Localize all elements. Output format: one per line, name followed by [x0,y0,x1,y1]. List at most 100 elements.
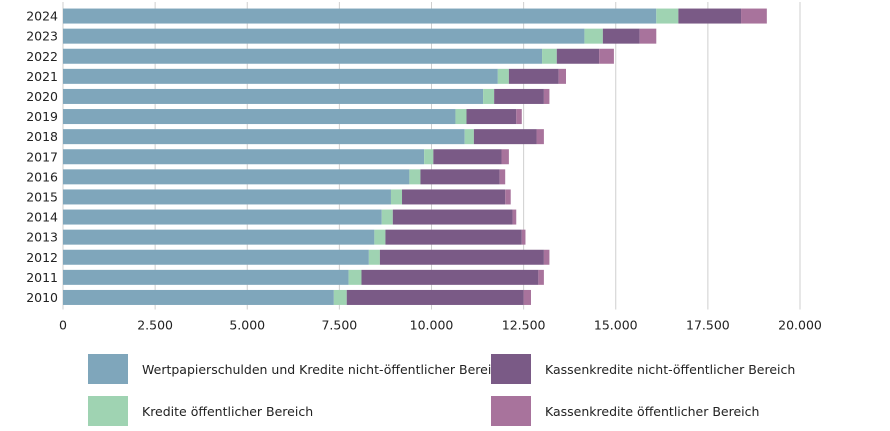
bar-segment-2010-s1 [333,289,347,305]
bar-segment-2016-s3 [499,169,506,185]
bar-segment-2011-s1 [348,269,362,285]
legend-swatch [491,396,531,426]
stacked-bar-chart: 2024 2023 2022 2021 2020 2019 2018 2017 2016 2015… [26,2,822,333]
bar-segment-2011-s0 [63,269,349,285]
y-tick-label: 2015 [26,189,58,204]
legend-item-kassenkredite-oeffentlich: Kassenkredite öffentlicher Bereich [491,396,759,426]
bar-segment-2014-s0 [63,209,382,225]
x-tick-label: 5.000 [229,318,265,333]
bar-segment-2011-s2 [361,269,539,285]
x-tick-label: 15.000 [594,318,638,333]
bar-segment-2017-s1 [424,149,434,165]
bar-segment-2012-s0 [63,249,369,265]
bar-segment-2012-s3 [543,249,550,265]
x-axis-labels: 0 2.500 5.000 7.500 10.000 12.500 15.000 17.500… [59,318,822,333]
bar-segment-2022-s1 [542,48,557,64]
bar-segment-2024-s3 [741,8,767,24]
y-tick-label: 2018 [26,129,58,144]
bar-segment-2016-s0 [63,169,410,185]
legend-label: Kassenkredite öffentlicher Bereich [545,403,760,419]
y-axis-labels: 2024 2023 2022 2021 2020 2019 2018 2017 2016 2015… [26,9,58,305]
bar-segment-2015-s0 [63,189,391,205]
bar-segment-2022-s0 [63,48,543,64]
bar-segment-2021-s1 [497,68,509,84]
legend-item-wertpapierschulden: Wertpapierschulden und Kredite nicht-öff… [88,354,506,384]
y-tick-label: 2012 [26,250,58,265]
x-tick-label: 12.500 [502,318,546,333]
x-tick-label: 20.000 [778,318,822,333]
legend-swatch [88,354,128,384]
bar-segment-2023-s1 [584,28,603,44]
bar-segment-2021-s0 [63,68,498,84]
bar-segment-2020-s2 [494,88,544,104]
y-tick-label: 2010 [26,290,58,305]
y-tick-label: 2016 [26,169,58,184]
y-tick-label: 2022 [26,49,58,64]
bar-segment-2013-s2 [385,229,522,245]
bar-segment-2023-s2 [602,28,640,44]
bar-segment-2019-s2 [466,109,517,125]
bar-segment-2018-s2 [473,129,537,145]
x-tick-label: 7.500 [321,318,357,333]
legend-item-kredite-oeffentlich: Kredite öffentlicher Bereich [88,396,313,426]
bar-segment-2019-s0 [63,109,456,125]
bar-segment-2013-s1 [374,229,386,245]
bars-group [63,8,767,305]
y-tick-label: 2019 [26,109,58,124]
y-tick-label: 2021 [26,69,58,84]
bar-segment-2017-s0 [63,149,425,165]
bar-segment-2022-s3 [599,48,614,64]
bar-segment-2024-s2 [678,8,742,24]
bar-segment-2013-s0 [63,229,375,245]
bar-segment-2014-s3 [512,209,517,225]
legend-swatch [491,354,531,384]
bar-segment-2017-s2 [433,149,502,165]
y-tick-label: 2014 [26,210,58,225]
bar-segment-2010-s0 [63,289,334,305]
bar-segment-2018-s3 [536,129,544,145]
legend-label: Kassenkredite nicht-öffentlicher Bereich [545,361,796,377]
bar-segment-2010-s3 [523,289,531,305]
bar-segment-2010-s2 [346,289,524,305]
bar-segment-2021-s2 [508,68,559,84]
bar-segment-2018-s1 [464,129,474,145]
x-tick-label: 2.500 [137,318,173,333]
legend-label: Wertpapierschulden und Kredite nicht-öff… [142,361,507,377]
legend-label: Kredite öffentlicher Bereich [142,403,314,419]
bar-segment-2019-s1 [455,109,467,125]
x-tick-label: 0 [59,318,67,333]
bar-segment-2021-s3 [558,68,567,84]
bar-segment-2023-s3 [639,28,657,44]
bar-segment-2013-s3 [521,229,526,245]
y-tick-label: 2011 [26,270,58,285]
bar-segment-2016-s1 [409,169,421,185]
bar-segment-2014-s2 [392,209,513,225]
bar-segment-2017-s3 [501,149,509,165]
bar-segment-2018-s0 [63,129,465,145]
x-tick-label: 10.000 [410,318,454,333]
bar-segment-2019-s3 [516,109,522,125]
bar-segment-2016-s2 [420,169,500,185]
y-tick-label: 2023 [26,29,58,44]
bar-segment-2024-s1 [656,8,679,24]
bar-segment-2015-s1 [390,189,403,205]
bar-segment-2020-s1 [483,88,495,104]
bar-segment-2012-s2 [379,249,544,265]
legend-swatch [88,396,128,426]
bar-segment-2015-s3 [505,189,511,205]
bar-segment-2024-s0 [63,8,657,24]
x-tick-label: 17.500 [686,318,730,333]
bar-segment-2020-s0 [63,88,484,104]
bar-segment-2022-s2 [556,48,600,64]
bar-segment-2014-s1 [381,209,393,225]
bar-segment-2023-s0 [63,28,585,44]
bar-segment-2015-s2 [402,189,506,205]
bar-segment-2011-s3 [538,269,544,285]
bar-segment-2020-s3 [543,88,550,104]
bar-segment-2012-s1 [368,249,380,265]
legend-item-kassenkredite-nicht-oeffentlich: Kassenkredite nicht-öffentlicher Bereich [491,354,795,384]
y-tick-label: 2024 [26,9,58,24]
y-tick-label: 2020 [26,89,58,104]
y-tick-label: 2013 [26,230,58,245]
y-tick-label: 2017 [26,149,58,164]
